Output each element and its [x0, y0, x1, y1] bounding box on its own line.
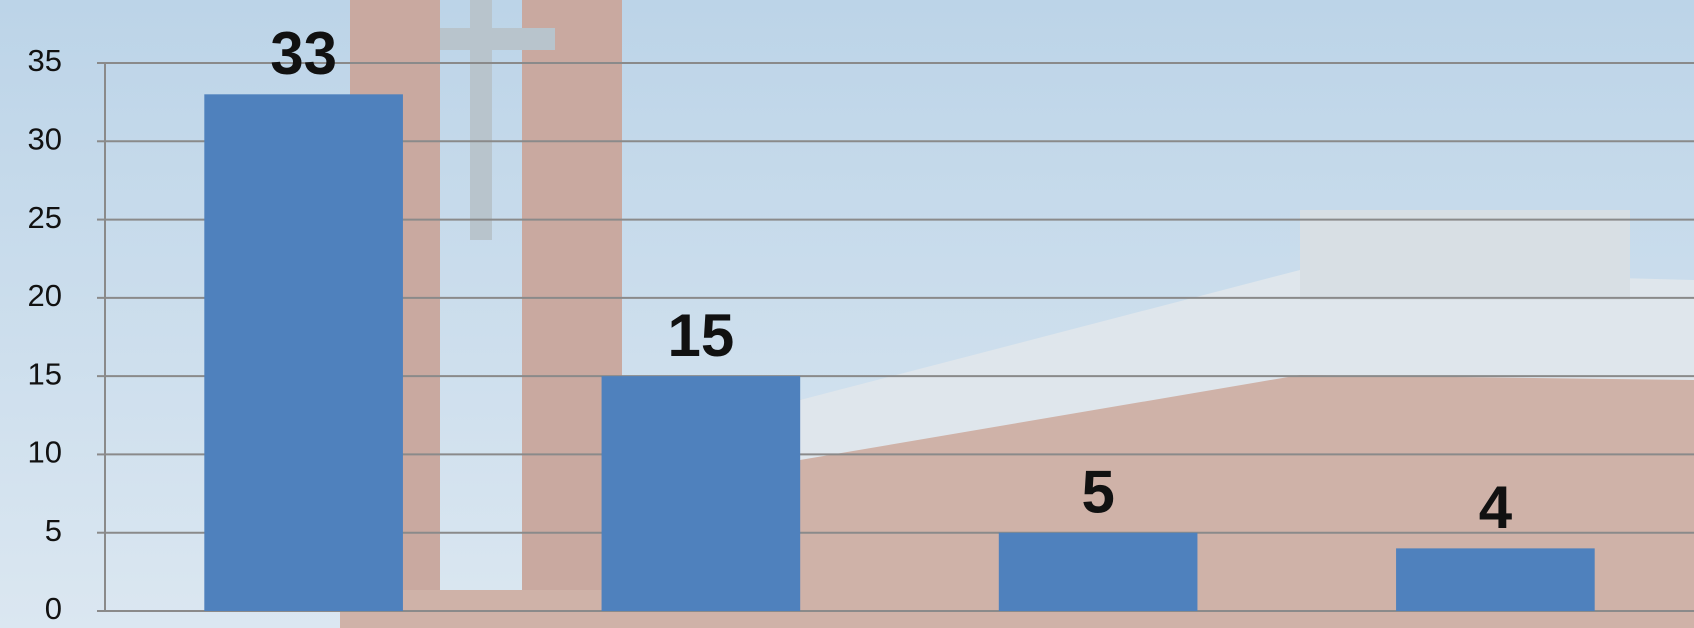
data-label: 4: [1479, 474, 1513, 541]
y-tick-label: 20: [28, 278, 62, 313]
y-tick-label: 0: [45, 591, 62, 626]
data-label: 33: [270, 20, 337, 87]
page: {"chart_data": {"type": "bar", "categori…: [0, 0, 1694, 628]
bar: [999, 533, 1198, 611]
y-tick-label: 30: [28, 121, 62, 156]
bar: [602, 376, 801, 611]
y-tick-label: 25: [28, 200, 62, 235]
data-label: 15: [668, 302, 735, 369]
y-tick-label: 5: [45, 513, 62, 548]
y-tick-label: 10: [28, 435, 62, 470]
chart: 0 5 10 15 20 25 30 35 33 15 5 4: [0, 0, 1694, 628]
bar: [1396, 548, 1595, 611]
bar: [204, 94, 403, 611]
y-tick-label: 15: [28, 356, 62, 391]
y-tick-label: 35: [28, 43, 62, 78]
data-label: 5: [1081, 459, 1114, 526]
